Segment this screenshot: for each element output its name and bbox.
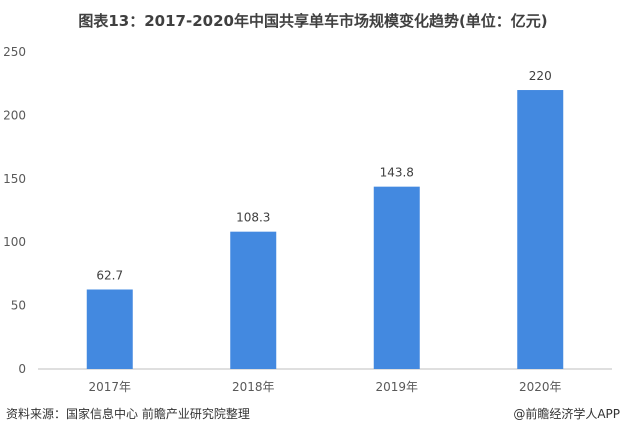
bar	[86, 289, 133, 369]
y-tick-label: 50	[11, 299, 26, 313]
bar	[230, 231, 277, 369]
chart-title: 图表13：2017-2020年中国共享单车市场规模变化趋势(单位：亿元)	[78, 12, 548, 30]
y-tick-label: 250	[3, 45, 26, 59]
y-axis-ticks: 0 50 100 150 200 250	[3, 45, 26, 376]
bar-value-label: 220	[529, 69, 552, 83]
bars-group: 62.7 108.3 143.8 220	[86, 69, 564, 369]
bar-value-label: 143.8	[380, 166, 414, 180]
y-tick-label: 150	[3, 172, 26, 186]
x-tick-label: 2020年	[519, 380, 562, 394]
y-tick-label: 0	[18, 362, 26, 376]
x-tick-label: 2017年	[88, 380, 131, 394]
brand-credit: @前瞻经济学人APP	[513, 407, 620, 421]
x-axis-ticks: 2017年 2018年 2019年 2020年	[88, 380, 561, 394]
bar-value-label: 62.7	[96, 268, 123, 282]
x-tick-label: 2018年	[232, 380, 275, 394]
bar	[373, 186, 420, 369]
bar	[517, 90, 564, 369]
x-tick-label: 2019年	[375, 380, 418, 394]
y-tick-label: 100	[3, 235, 26, 249]
y-tick-label: 200	[3, 108, 26, 122]
source-note: 资料来源：国家信息中心 前瞻产业研究院整理	[6, 407, 250, 421]
bar-value-label: 108.3	[236, 211, 270, 225]
